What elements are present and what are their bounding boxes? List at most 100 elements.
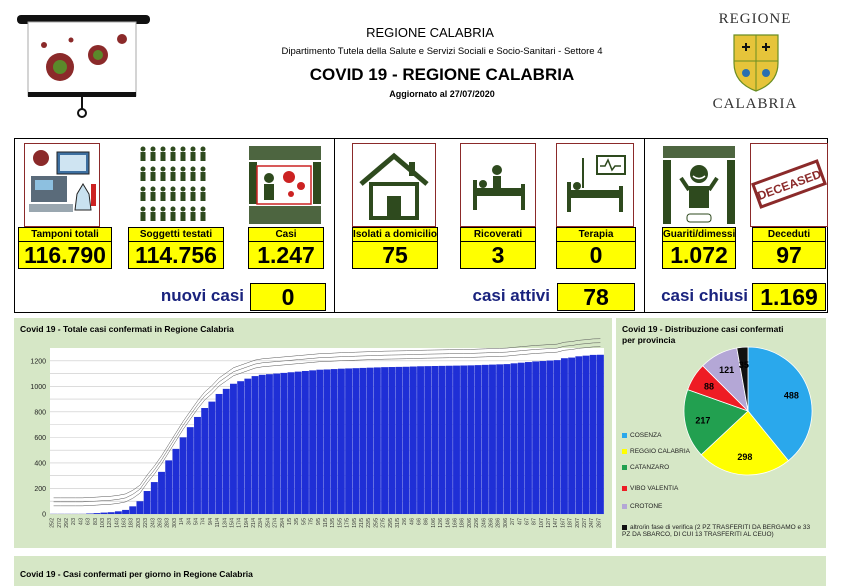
x-tick-label: 20/6 [467,518,473,528]
stat-value-deceduti: 97 [752,241,826,269]
x-tick-label: 24/6 [481,518,487,528]
bar [410,367,417,514]
bar [237,381,244,514]
bar [136,501,143,514]
bar [381,367,388,514]
x-tick-label: 6/3 [86,518,92,525]
x-tick-label: 2/6 [402,518,408,525]
total-cases-title: Covid 19 - Totale casi confermati in Reg… [20,324,420,334]
active-cases-value: 78 [557,283,635,311]
x-tick-label: 17/4 [237,518,243,528]
new-cases-label: nuovi casi [120,286,244,306]
x-tick-label: 22/7 [582,518,588,528]
stat-value-guariti: 1.072 [662,241,736,269]
bar [151,482,158,514]
bar [561,358,568,514]
bar [539,361,546,514]
lab-computer-icon [24,143,100,227]
x-tick-label: 3/5 [294,518,300,525]
x-tick-label: 8/6 [424,518,430,525]
legend-swatch [622,433,627,438]
bar [129,506,136,514]
bar [93,513,100,514]
bar [388,367,395,514]
bar [424,366,431,514]
y-tick-label: 200 [34,486,46,493]
x-tick-label: 1/4 [179,518,185,525]
x-tick-label: 14/3 [114,518,120,528]
bar [403,367,410,514]
bar [252,376,259,514]
x-tick-label: 14/6 [445,518,451,528]
x-tick-label: 26/3 [158,518,164,528]
x-tick-label: 8/3 [93,518,99,525]
slice-value-label: 88 [704,381,714,391]
bar [158,472,165,514]
stat-label-ricoverati: Ricoverati [460,227,536,242]
bar [259,375,266,514]
bar [511,363,518,514]
x-tick-label: 29/4 [280,518,286,528]
x-tick-label: 29/5 [388,518,394,528]
bar [525,362,532,514]
bar [367,368,374,514]
x-tick-label: 27/4 [273,518,279,528]
x-tick-label: 10/6 [431,518,437,528]
x-tick-label: 12/7 [546,518,552,528]
x-tick-label: 27/5 [381,518,387,528]
x-tick-label: 5/5 [301,518,307,525]
bar [590,355,597,514]
stat-label-deceduti: Deceduti [752,227,826,242]
bar [352,368,359,514]
slice-value-label: 217 [695,415,710,425]
x-tick-label: 22/3 [143,518,149,528]
legend-swatch [622,449,627,454]
hospital-bed-icon [460,143,536,227]
legend-label: CROTONE [630,503,662,510]
stat-value-tamponi: 116.790 [18,241,112,269]
y-tick-label: 0 [42,512,46,519]
x-tick-label: 6/7 [524,518,530,525]
bar [216,394,223,514]
bar [309,370,316,514]
bar [223,389,230,514]
bar [280,373,287,514]
deceased-stamp-icon: DECEASED [750,143,828,227]
virus-person-icon [246,143,324,227]
legend-swatch [622,465,627,470]
slice-value-label: 35 [739,360,749,370]
bar [324,369,331,514]
bar [266,374,273,514]
legend-swatch [622,486,627,491]
bar [208,402,215,514]
page-title: COVID 19 - REGIONE CALABRIA [230,65,654,85]
x-tick-label: 18/3 [129,518,135,528]
bar [295,372,302,514]
stat-value-soggetti: 114.756 [128,241,224,269]
legend-label: REGGIO CALABRIA [630,448,690,455]
bar [201,408,208,514]
bar [122,510,129,514]
x-tick-label: 16/6 [453,518,459,528]
bar [518,363,525,514]
logo-top-text: REGIONE [705,11,805,28]
bar [489,365,496,514]
bar [568,358,575,514]
x-tick-label: 7/5 [309,518,315,525]
bar [345,368,352,514]
updated-date: Aggiornato al 27/07/2020 [330,89,554,99]
bar [453,366,460,514]
bar [554,360,561,514]
x-tick-label: 26/6 [488,518,494,528]
bar [101,513,108,514]
x-tick-label: 25/5 [373,518,379,528]
x-tick-label: 29/2 [64,518,70,528]
active-cases-label: casi attivi [420,286,550,306]
x-tick-label: 11/4 [215,518,221,528]
stat-value-casi-confermati: 1.247 [248,241,324,269]
slice-value-label: 488 [784,391,799,401]
x-tick-label: 20/7 [575,518,581,528]
x-tick-label: 10/3 [100,518,106,528]
bar [446,366,453,514]
